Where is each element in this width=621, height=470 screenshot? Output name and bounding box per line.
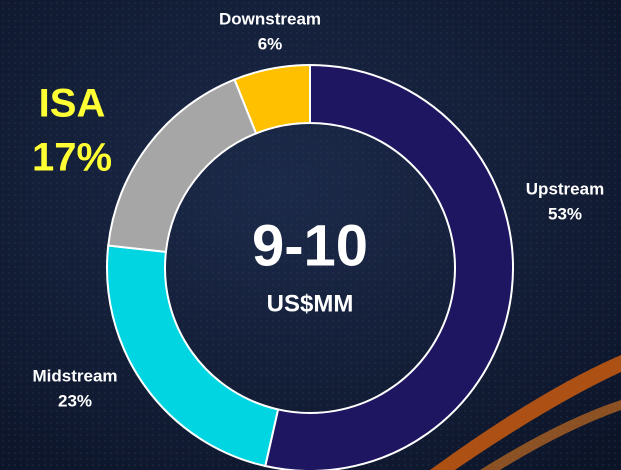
center-unit: US$MM <box>267 290 354 317</box>
center-value: 9-10 <box>252 213 368 278</box>
segment-label: Midstream <box>32 366 117 385</box>
decor-streak <box>480 400 621 470</box>
donut-segment <box>233 63 311 135</box>
segment-label: ISA <box>39 82 106 126</box>
segment-label: Upstream <box>526 179 604 198</box>
segment-value-label: 53% <box>548 204 582 223</box>
donut <box>106 63 514 470</box>
segment-label: Downstream <box>219 9 321 28</box>
donut-segment <box>264 63 514 470</box>
segment-value-label: 6% <box>258 34 283 53</box>
segment-value-label: 17% <box>32 136 112 180</box>
decor-streak <box>430 355 621 470</box>
segment-value-label: 23% <box>58 391 92 410</box>
